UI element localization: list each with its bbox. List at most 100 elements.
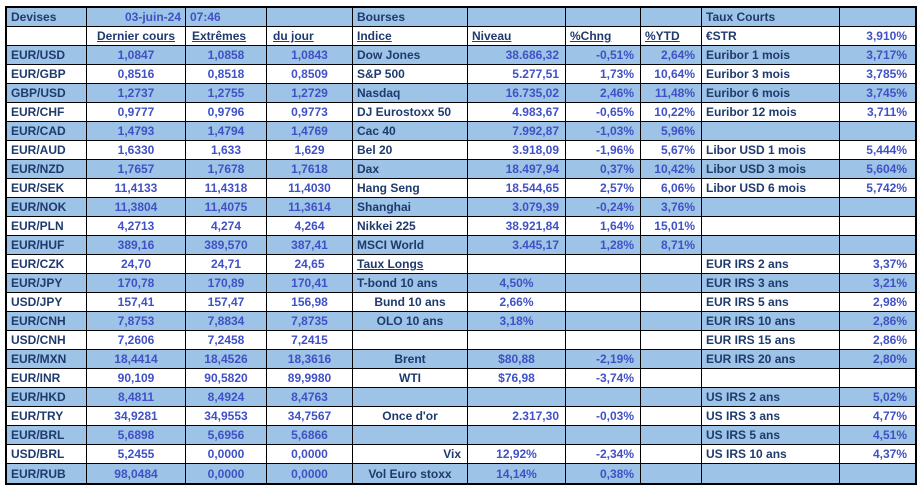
index-level-cell: 14,14%: [468, 464, 566, 483]
currency-value-cell: 11,3804: [87, 198, 186, 217]
currency-value-cell: 5,6956: [186, 426, 267, 445]
column-header-dernier-cours: Dernier cours: [87, 27, 186, 46]
rate-value-cell: 2,98%: [840, 293, 915, 312]
empty-cell: [702, 122, 840, 141]
rate-label: EUR IRS 5 ans: [702, 293, 840, 312]
currency-value-cell: 389,16: [87, 236, 186, 255]
empty-cell: [641, 293, 702, 312]
currency-value-cell: 0,8509: [267, 65, 353, 84]
rate-label: US IRS 5 ans: [702, 426, 840, 445]
rate-value-cell: 3,785%: [840, 65, 915, 84]
empty-cell: [566, 331, 641, 350]
currency-pair-label: EUR/INR: [7, 369, 87, 388]
currency-value-cell: 170,41: [267, 274, 353, 293]
rate-value-cell: 5,742%: [840, 179, 915, 198]
devises-section-title: Devises: [7, 8, 87, 27]
currency-pair-label: EUR/CAD: [7, 122, 87, 141]
currency-value-cell: 18,4526: [186, 350, 267, 369]
pct-change-cell: -0,51%: [566, 46, 641, 65]
pct-change-cell: -0,03%: [566, 407, 641, 426]
index-level-cell: 38.921,84: [468, 217, 566, 236]
currency-value-cell: 11,4075: [186, 198, 267, 217]
empty-cell: [468, 331, 566, 350]
rate-value-cell: 4,77%: [840, 407, 915, 426]
index-label: MSCI World: [353, 236, 468, 255]
rate-value-cell: 3,37%: [840, 255, 915, 274]
currency-value-cell: 11,4030: [267, 179, 353, 198]
index-level-cell: 18.497,94: [468, 160, 566, 179]
currency-pair-label: EUR/AUD: [7, 141, 87, 160]
market-grid: Devises 03-juin-24 07:46 Bourses Taux Courts…: [5, 6, 917, 485]
currency-pair-label: GBP/USD: [7, 84, 87, 103]
empty-cell: [641, 312, 702, 331]
rate-value-cell: 4,51%: [840, 426, 915, 445]
currency-value-cell: 11,4318: [186, 179, 267, 198]
pct-ytd-cell: 10,22%: [641, 103, 702, 122]
empty-cell: [641, 445, 702, 464]
rate-value-cell: 2,86%: [840, 331, 915, 350]
currency-value-cell: 387,41: [267, 236, 353, 255]
currency-value-cell: 170,89: [186, 274, 267, 293]
empty-cell: [468, 426, 566, 445]
empty-cell: [840, 8, 915, 27]
currency-value-cell: 389,570: [186, 236, 267, 255]
empty-cell: [566, 274, 641, 293]
pct-ytd-cell: 3,76%: [641, 198, 702, 217]
currency-value-cell: 1,0847: [87, 46, 186, 65]
rate-label: Libor USD 1 mois: [702, 141, 840, 160]
currency-value-cell: 0,9796: [186, 103, 267, 122]
index-level-cell: $76,98: [468, 369, 566, 388]
market-report: Devises 03-juin-24 07:46 Bourses Taux Courts…: [5, 6, 917, 485]
index-level-cell: 4.983,67: [468, 103, 566, 122]
pct-change-cell: 2,46%: [566, 84, 641, 103]
currency-value-cell: 157,41: [87, 293, 186, 312]
index-label: OLO 10 ans: [353, 312, 468, 331]
pct-change-cell: 2,57%: [566, 179, 641, 198]
empty-cell: [468, 8, 566, 27]
empty-cell: [566, 388, 641, 407]
currency-value-cell: 156,98: [267, 293, 353, 312]
index-label: Dax: [353, 160, 468, 179]
currency-value-cell: 1,2729: [267, 84, 353, 103]
currency-value-cell: 1,4793: [87, 122, 186, 141]
empty-cell: [702, 217, 840, 236]
rate-value-cell: 5,02%: [840, 388, 915, 407]
column-header-chng: %Chng: [566, 27, 641, 46]
index-level-cell: 3.445,17: [468, 236, 566, 255]
rate-label: Libor USD 3 mois: [702, 160, 840, 179]
currency-pair-label: USD/CNH: [7, 331, 87, 350]
report-date: 03-juin-24: [87, 8, 186, 27]
currency-pair-label: EUR/CNH: [7, 312, 87, 331]
rate-label: €STR: [702, 27, 840, 46]
rate-label: Euribor 12 mois: [702, 103, 840, 122]
index-label: T-bond 10 ans: [353, 274, 468, 293]
rate-value-cell: 3,21%: [840, 274, 915, 293]
empty-cell: [566, 8, 641, 27]
pct-ytd-cell: 5,96%: [641, 122, 702, 141]
currency-value-cell: 89,9980: [267, 369, 353, 388]
currency-value-cell: 1,7618: [267, 160, 353, 179]
currency-pair-label: EUR/CHF: [7, 103, 87, 122]
currency-value-cell: 1,7678: [186, 160, 267, 179]
pct-change-cell: -1,96%: [566, 141, 641, 160]
pct-change-cell: -3,74%: [566, 369, 641, 388]
currency-pair-label: EUR/JPY: [7, 274, 87, 293]
empty-cell: [267, 8, 353, 27]
currency-value-cell: 0,9773: [267, 103, 353, 122]
index-level-cell: 16.735,02: [468, 84, 566, 103]
index-level-cell: 12,92%: [468, 445, 566, 464]
currency-value-cell: 170,78: [87, 274, 186, 293]
column-header-du-jour: du jour: [267, 27, 353, 46]
index-level-cell: 3.079,39: [468, 198, 566, 217]
currency-value-cell: 24,65: [267, 255, 353, 274]
index-label: Brent: [353, 350, 468, 369]
currency-pair-label: EUR/CZK: [7, 255, 87, 274]
currency-value-cell: 24,70: [87, 255, 186, 274]
empty-cell: [468, 255, 566, 274]
pct-ytd-cell: 8,71%: [641, 236, 702, 255]
currency-value-cell: 1,0843: [267, 46, 353, 65]
index-level-cell: 2.317,30: [468, 407, 566, 426]
pct-ytd-cell: 11,48%: [641, 84, 702, 103]
empty-cell: [353, 426, 468, 445]
index-level-cell: 3.918,09: [468, 141, 566, 160]
